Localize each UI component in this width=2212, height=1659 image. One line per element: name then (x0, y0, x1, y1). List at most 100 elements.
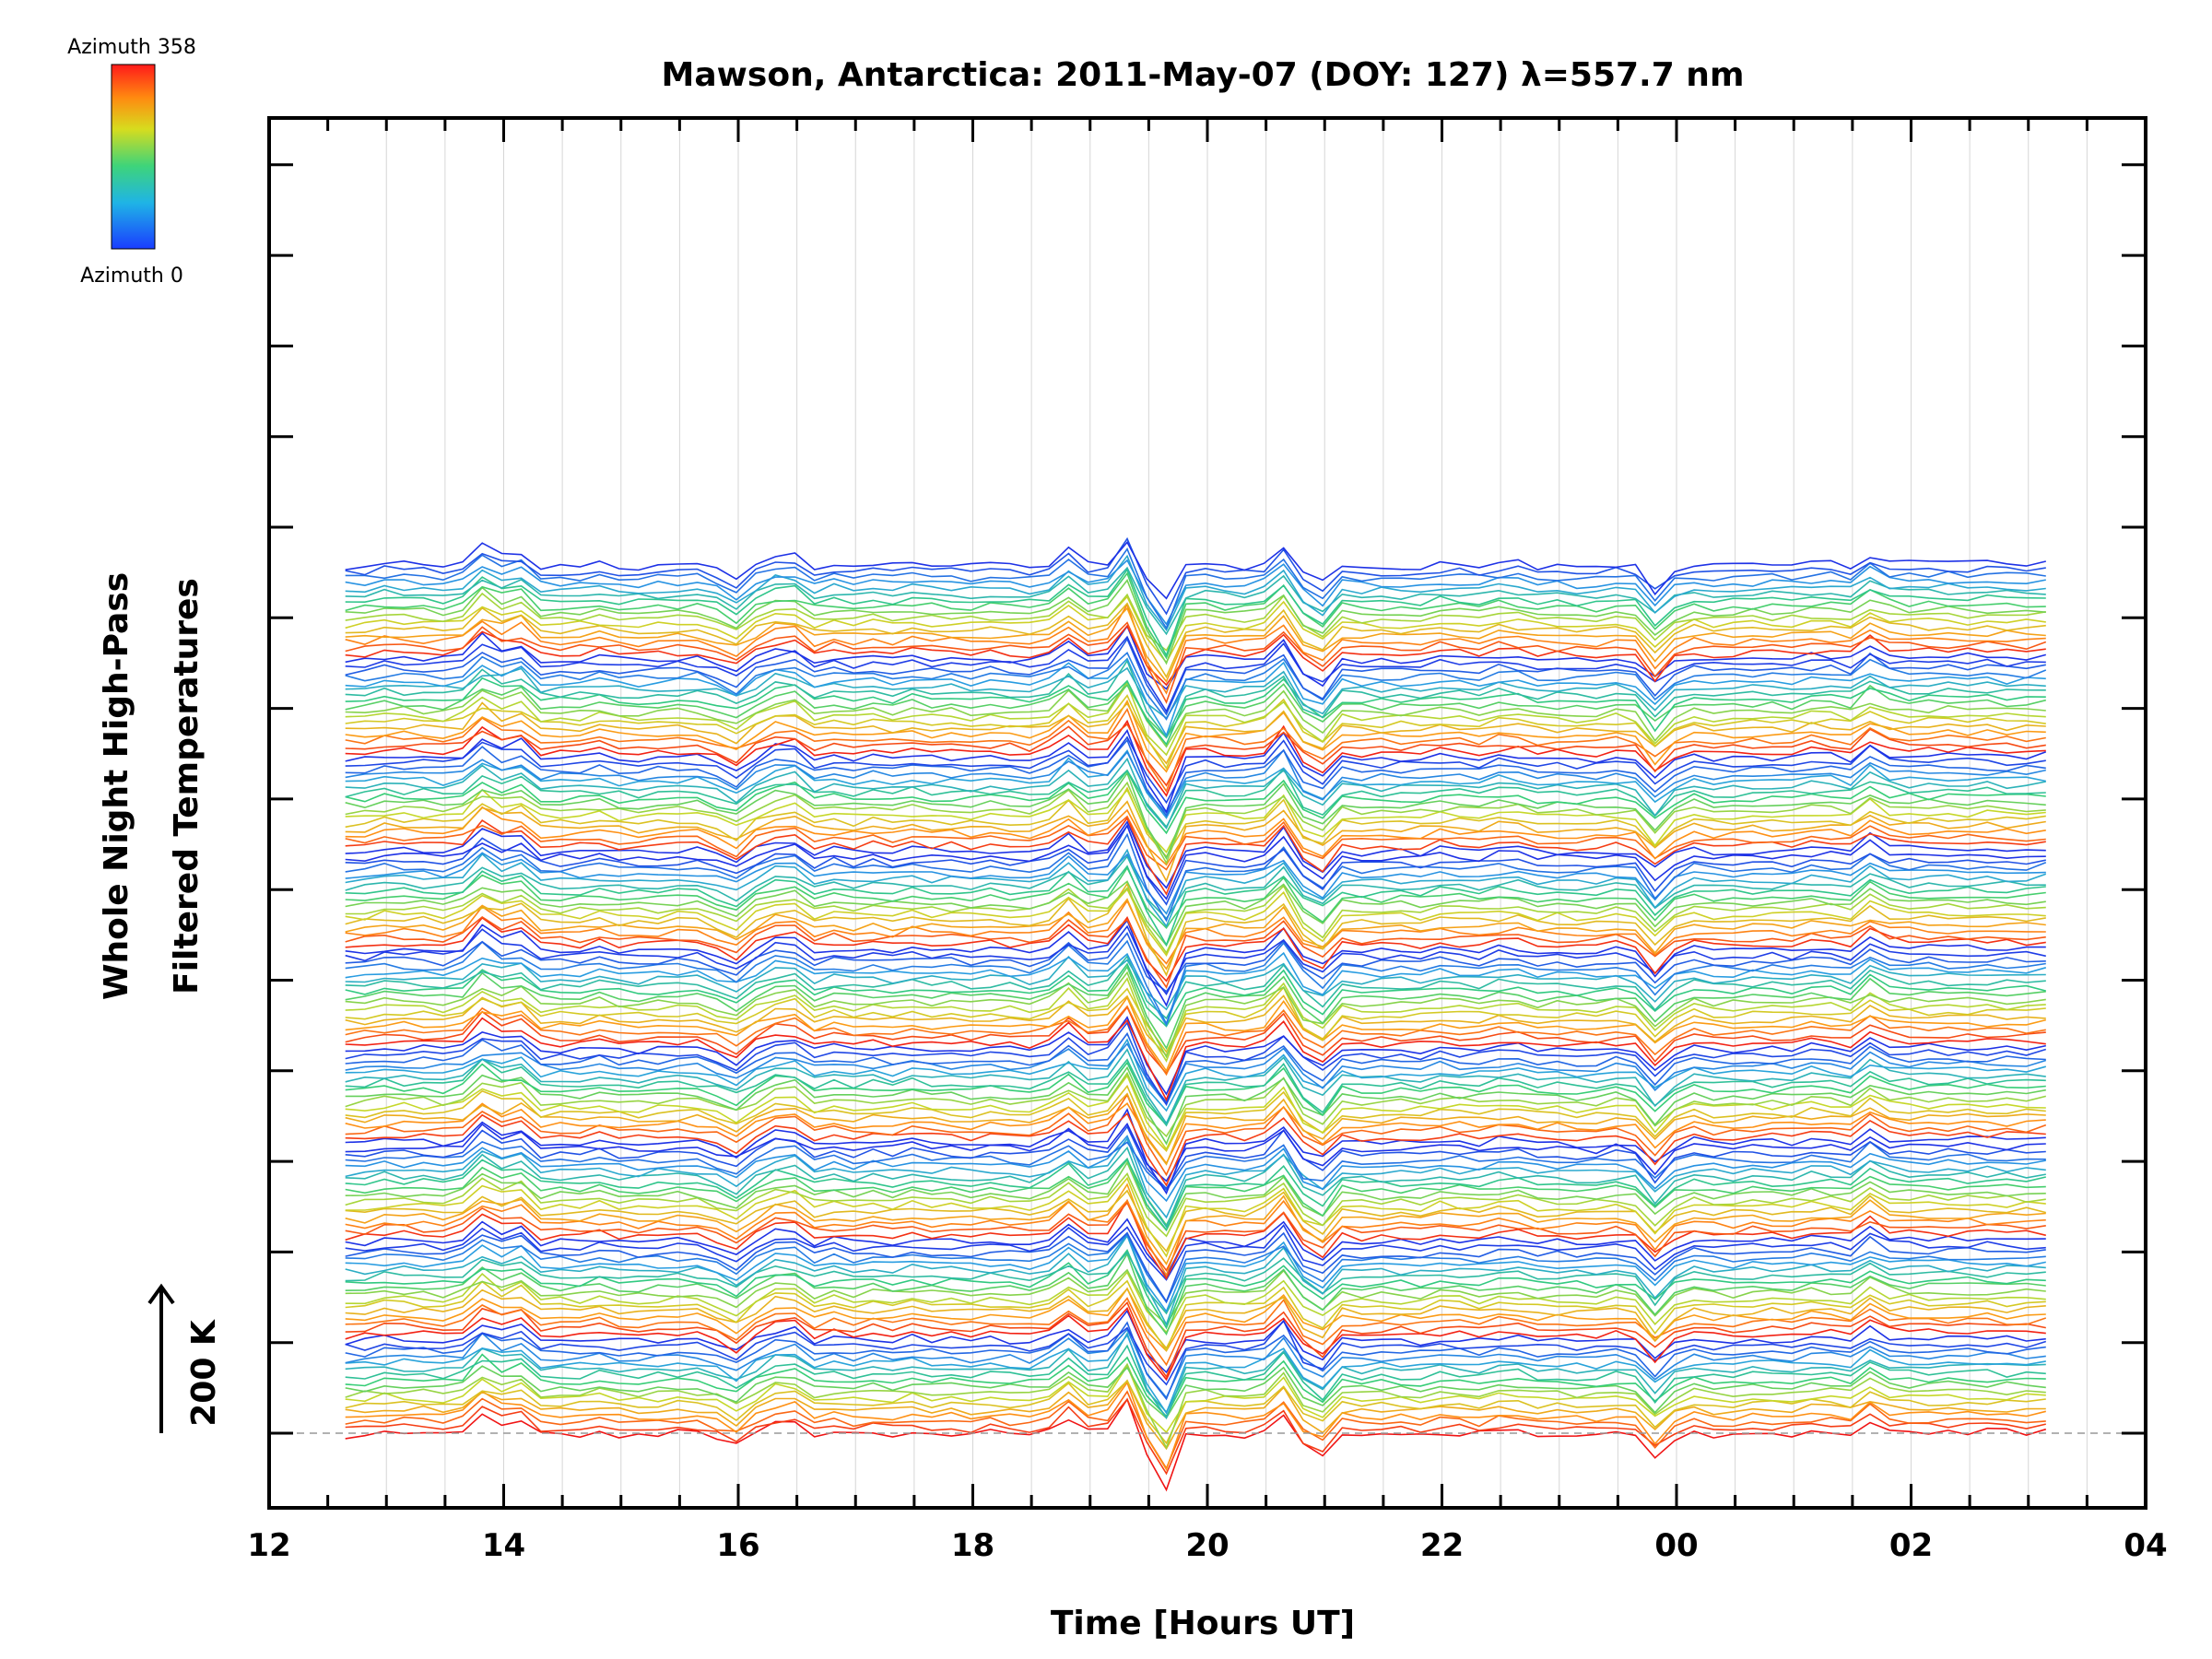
series-line (345, 1287, 2046, 1350)
series-line (345, 977, 2046, 1063)
series-line (345, 1112, 2046, 1187)
series-line (345, 971, 2046, 1059)
series-line (345, 1172, 2046, 1238)
series-line (345, 1176, 2046, 1258)
series-line (345, 579, 2046, 665)
series-line (345, 1390, 2046, 1470)
series-line (345, 1031, 2046, 1104)
series-line (345, 1093, 2047, 1177)
series-line (345, 699, 2046, 773)
series-line (345, 806, 2046, 866)
series-line (345, 1182, 2046, 1265)
series-line (345, 1231, 2046, 1303)
series-line (345, 1123, 2046, 1182)
series-line (345, 955, 2046, 1020)
series-line (345, 1084, 2046, 1152)
series-line (345, 1232, 2046, 1304)
series-line (345, 1300, 2046, 1379)
series-line (345, 994, 2046, 1057)
series-line (345, 1334, 2046, 1415)
colorbar-bottom-label: Azimuth 0 (80, 265, 183, 288)
colorbar-top-label: Azimuth 358 (67, 36, 196, 59)
x-tick-label: 04 (2124, 1527, 2167, 1564)
series-line (345, 1071, 2046, 1138)
series-line (345, 788, 2046, 853)
series-line (345, 1287, 2046, 1352)
series-line (345, 635, 2046, 713)
series-line (345, 1146, 2046, 1229)
series-line (345, 723, 2046, 787)
series-line (345, 1159, 2046, 1227)
series-line (345, 1279, 2046, 1352)
series-line (345, 1016, 2046, 1096)
series-line (345, 882, 2046, 977)
x-tick-labels: 12 14 16 18 20 22 00 02 04 (247, 1527, 2167, 1564)
series-line (345, 602, 2046, 695)
series-line (345, 888, 2046, 957)
series-line (345, 606, 2046, 683)
series-line (345, 1140, 2046, 1192)
series-line (345, 1328, 2046, 1399)
series-line (345, 1157, 2046, 1231)
series-line (345, 1038, 2047, 1112)
series-line (345, 1234, 2046, 1326)
series-line (345, 624, 2047, 690)
series-line (345, 707, 2046, 794)
series-line (345, 939, 2046, 1026)
series-line (345, 767, 2046, 829)
series-line (345, 1092, 2046, 1166)
x-tick-label: 14 (482, 1527, 525, 1564)
series-line (345, 1270, 2046, 1334)
series-line (345, 771, 2046, 860)
series-line (345, 571, 2046, 660)
x-tick-label: 18 (951, 1527, 994, 1564)
series-line (345, 781, 2046, 865)
series-line (345, 683, 2046, 739)
series-line (345, 679, 2046, 748)
series-line (345, 547, 2046, 630)
series-group (271, 536, 2144, 1492)
series-line (345, 986, 2046, 1053)
series-line (345, 916, 2046, 982)
series-line (345, 1331, 2046, 1420)
series-line (345, 1297, 2047, 1367)
series-line (345, 757, 2046, 830)
series-line (345, 955, 2046, 1011)
series-line (345, 1353, 2046, 1418)
series-line (345, 738, 2046, 818)
series-line (345, 1307, 2046, 1382)
y-axis-label-line1: Whole Night High-Pass (98, 572, 135, 1000)
x-axis-label: Time [Hours UT] (1051, 1605, 1355, 1642)
x-tick-label: 12 (247, 1527, 290, 1564)
series-line (345, 916, 2046, 989)
series-line (345, 568, 2046, 657)
series-line (345, 621, 2047, 704)
series-line (345, 1379, 2046, 1451)
series-line (345, 1061, 2046, 1126)
series-line (345, 602, 2046, 679)
series-line (345, 852, 2046, 915)
series-line (345, 1021, 2047, 1107)
series-line (345, 719, 2046, 797)
series-line (345, 786, 2046, 858)
series-line (345, 931, 2046, 993)
series-line (345, 1224, 2046, 1281)
series-line (345, 815, 2046, 871)
series-line (345, 749, 2046, 819)
series-line (345, 1321, 2046, 1401)
series-line (345, 682, 2046, 757)
series-line (345, 566, 2046, 636)
series-line (345, 965, 2046, 1051)
series-line (345, 1160, 2046, 1232)
series-line (345, 1319, 2047, 1386)
series-line (345, 951, 2047, 1028)
series-line (345, 823, 2046, 906)
series-line (345, 536, 2046, 616)
series-line (345, 592, 2046, 652)
series-line (345, 866, 2046, 929)
series-line (345, 995, 2046, 1073)
scale-label: 200 K (185, 1319, 223, 1427)
chart-title: Mawson, Antarctica: 2011-May-07 (DOY: 12… (662, 56, 1745, 94)
series-line (345, 824, 2046, 900)
series-line (345, 820, 2046, 889)
